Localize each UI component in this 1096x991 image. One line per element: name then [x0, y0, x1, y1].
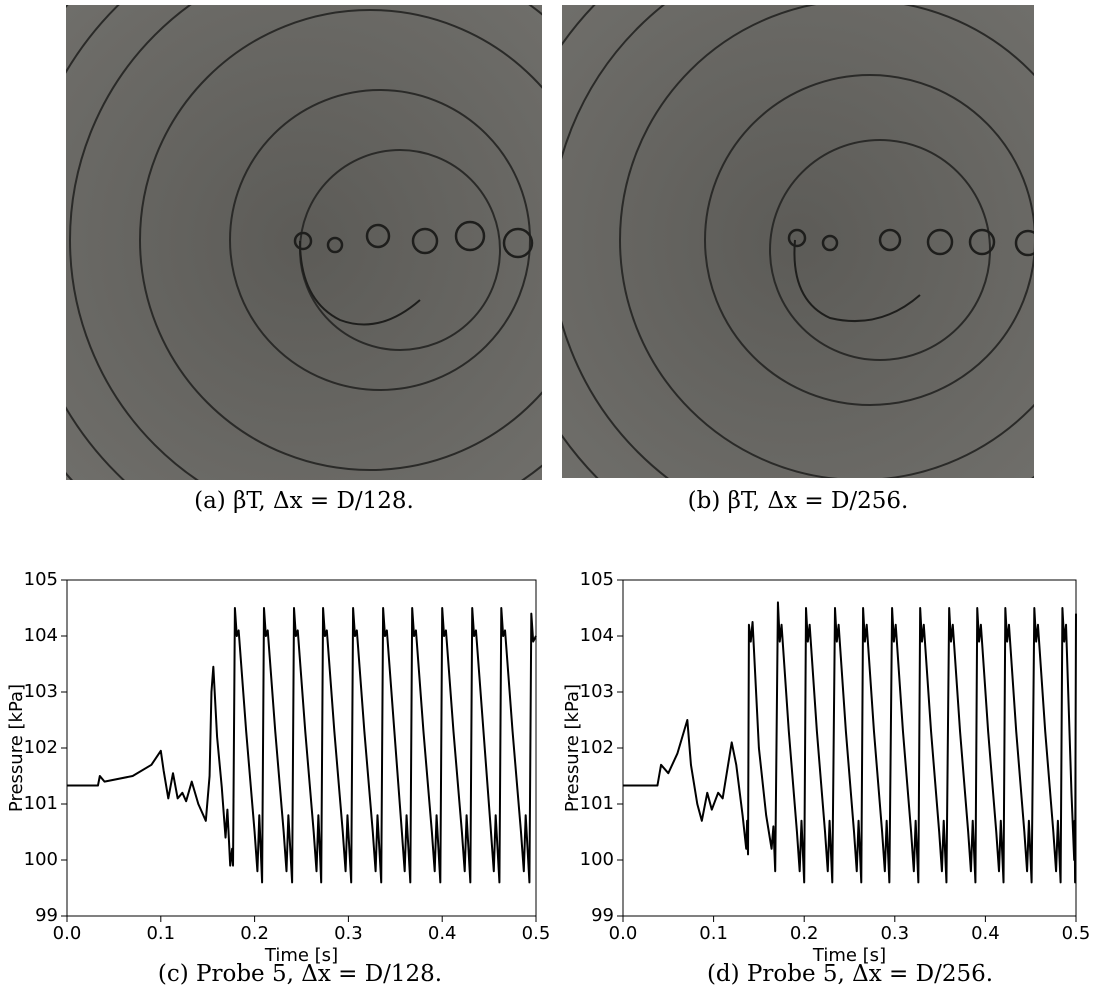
- y-tick-label: 101: [24, 793, 58, 814]
- x-tick-label: 0.3: [880, 923, 909, 944]
- x-tick-label: 0.0: [609, 923, 638, 944]
- caption: (b) βT, Δx = D/256.: [688, 488, 909, 514]
- y-axis-label: Pressure [kPa]: [562, 684, 583, 812]
- y-axis-label: Pressure [kPa]: [6, 684, 27, 812]
- image-b: [562, 5, 1034, 478]
- x-tick-label: 0.3: [334, 923, 363, 944]
- x-tick-label: 0.1: [699, 923, 728, 944]
- y-tick-label: 100: [24, 849, 58, 870]
- x-tick-label: 0.4: [428, 923, 457, 944]
- plot-frame: [66, 579, 537, 917]
- y-tick-label: 104: [580, 625, 614, 646]
- y-tick-label: 102: [24, 737, 58, 758]
- x-axis-label: Time [s]: [812, 945, 886, 966]
- y-tick-label: 103: [580, 681, 614, 702]
- y-tick-label: 99: [35, 905, 58, 926]
- y-tick-label: 104: [24, 625, 58, 646]
- x-tick-label: 0.5: [522, 923, 551, 944]
- data-line: [67, 607, 537, 884]
- y-tick-label: 105: [24, 569, 58, 590]
- image-a: [66, 5, 542, 480]
- x-tick-label: 0.2: [240, 923, 269, 944]
- plot-area: [623, 580, 1076, 916]
- data-line: [623, 601, 1077, 884]
- y-tick-label: 99: [591, 905, 614, 926]
- y-tick-label: 105: [580, 569, 614, 590]
- x-tick-label: 0.0: [53, 923, 82, 944]
- x-tick-label: 0.1: [146, 923, 175, 944]
- caption: (d) Probe 5, Δx = D/256.: [707, 961, 993, 987]
- plot-area: [67, 580, 536, 916]
- y-tick-label: 102: [580, 737, 614, 758]
- x-tick-label: 0.5: [1062, 923, 1091, 944]
- y-tick-label: 100: [580, 849, 614, 870]
- caption: (c) Probe 5, Δx = D/128.: [158, 961, 442, 987]
- caption: (a) βT, Δx = D/128.: [194, 488, 414, 514]
- x-tick-label: 0.2: [790, 923, 819, 944]
- y-tick-label: 101: [580, 793, 614, 814]
- plot-frame: [622, 579, 1077, 917]
- y-tick-label: 103: [24, 681, 58, 702]
- x-axis-label: Time [s]: [264, 945, 338, 966]
- x-tick-label: 0.4: [971, 923, 1000, 944]
